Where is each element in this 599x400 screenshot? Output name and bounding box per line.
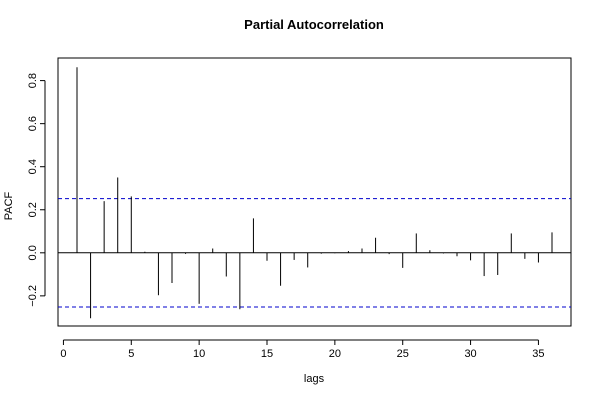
- y-tick-label: 0.0: [27, 245, 39, 260]
- x-axis-label: lags: [304, 373, 325, 385]
- chart-title: Partial Autocorrelation: [244, 17, 384, 32]
- y-tick-label: 0.2: [27, 202, 39, 217]
- x-tick-label: 25: [397, 348, 409, 360]
- x-tick-label: 15: [261, 348, 273, 360]
- x-tick-label: 0: [60, 348, 66, 360]
- x-tick-label: 5: [128, 348, 134, 360]
- y-tick-label: 0.8: [27, 73, 39, 88]
- axes: 0 5 10 15 20 25 30 35 −0.2 0.0 0.2 0.4 0.6 0.8: [27, 73, 571, 360]
- plot-area-frame: [57, 57, 572, 327]
- pacf-bars: [76, 67, 553, 319]
- x-tick-label: 35: [532, 348, 544, 360]
- y-tick-label: −0.2: [27, 285, 39, 307]
- y-axis-label: PACF: [3, 191, 15, 220]
- x-tick-label: 20: [329, 348, 341, 360]
- x-tick-label: 10: [193, 348, 205, 360]
- y-tick-label: 0.6: [27, 116, 39, 131]
- x-tick-label: 30: [464, 348, 476, 360]
- y-tick-label: 0.4: [27, 159, 39, 174]
- confidence-bounds: [58, 198, 571, 308]
